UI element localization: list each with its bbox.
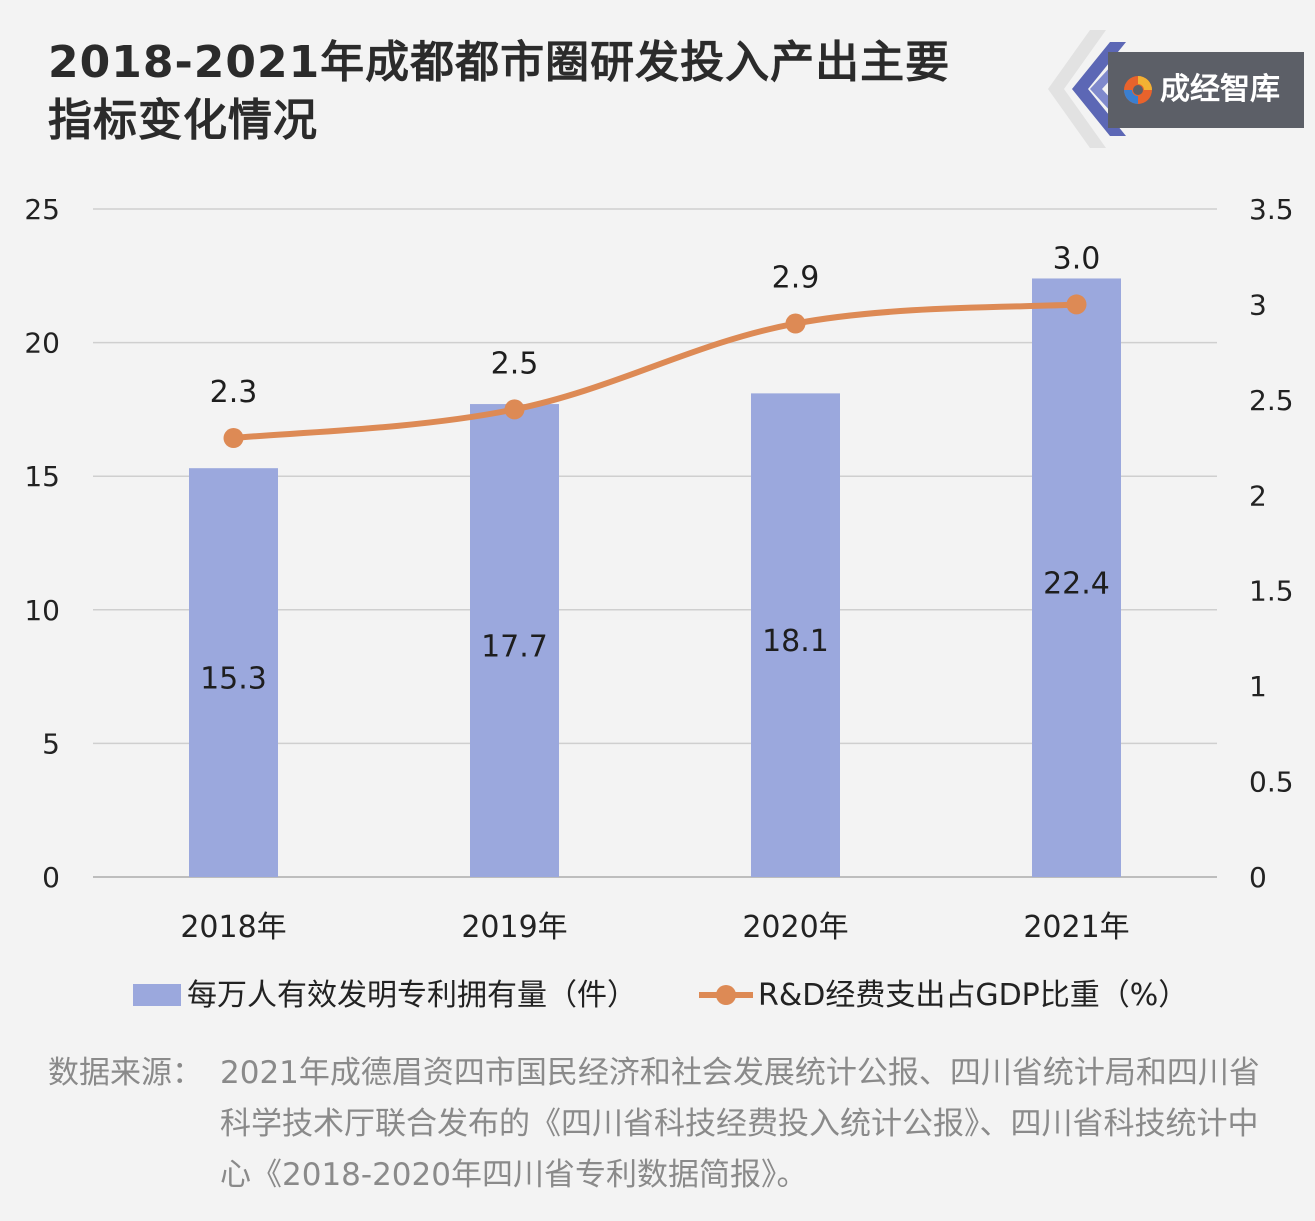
chart: 0 5 10 15 20 25 0 0.5 1 1.5 2 2.5 3 3.5 15.3 17.7 18.1… <box>24 193 1294 1013</box>
bar <box>751 393 840 877</box>
x-axis-tick-label: 2019年 <box>461 910 567 945</box>
left-axis-tick-label: 20 <box>24 327 60 360</box>
brand-box: 成经智库 <box>1108 52 1304 128</box>
title-line-2: 指标变化情况 <box>48 95 318 146</box>
title-line-1: 2018-2021年成都都市圈研发投入产出主要 <box>48 37 951 88</box>
bar-value-label: 15.3 <box>200 662 267 697</box>
bar <box>189 468 278 877</box>
right-axis-tick-label: 1 <box>1249 670 1267 703</box>
bar <box>470 404 559 877</box>
line-value-label: 2.9 <box>772 261 820 296</box>
brand-name: 成经智库 <box>1160 72 1280 107</box>
bar-value-label: 18.1 <box>762 624 829 659</box>
bar-value-label: 22.4 <box>1043 567 1110 602</box>
series-line <box>230 301 1080 442</box>
right-axis-tick-label: 3 <box>1249 288 1267 321</box>
bar-series: 15.3 17.7 18.1 22.4 <box>189 278 1121 877</box>
right-axis-tick-label: 0 <box>1249 861 1267 894</box>
right-axis-tick-label: 2 <box>1249 479 1267 512</box>
grid-lines <box>93 208 1217 878</box>
line-value-label: 2.5 <box>491 346 539 381</box>
bar-value-label: 17.7 <box>481 630 548 665</box>
x-axis-tick-label: 2018年 <box>180 910 286 945</box>
left-axis-tick-label: 0 <box>42 861 60 894</box>
brand-badge: 成经智库 <box>1040 30 1315 148</box>
legend-bar-label: 每万人有效发明专利拥有量（件） <box>187 978 637 1013</box>
legend-bar-swatch <box>133 984 181 1006</box>
page-title: 2018-2021年成都都市圈研发投入产出主要 指标变化情况 <box>48 34 950 150</box>
x-axis: 2018年 2019年 2020年 2021年 <box>180 910 1129 945</box>
line-point <box>1066 294 1087 315</box>
brand-swirl-icon <box>1124 76 1152 104</box>
line-value-label: 3.0 <box>1053 241 1101 276</box>
x-axis-tick-label: 2020年 <box>742 910 848 945</box>
right-axis-tick-label: 0.5 <box>1249 766 1294 799</box>
bar <box>1032 278 1121 877</box>
line-series: 2.3 2.5 2.9 3.0 <box>210 241 1101 449</box>
right-axis-tick-label: 1.5 <box>1249 575 1294 608</box>
left-axis-tick-label: 10 <box>24 594 60 627</box>
left-axis-tick-label: 5 <box>42 727 60 760</box>
line-point <box>223 428 244 449</box>
source-text: 2021年成德眉资四市国民经济和社会发展统计公报、四川省统计局和四川省科学技术厅… <box>220 1055 1260 1193</box>
left-axis-tick-label: 25 <box>24 193 60 226</box>
legend: 每万人有效发明专利拥有量（件） R&D经费支出占GDP比重（%） <box>133 978 1188 1013</box>
line-point <box>504 399 525 420</box>
right-axis-tick-label: 2.5 <box>1249 384 1294 417</box>
left-axis-tick-label: 15 <box>24 460 60 493</box>
line-point <box>785 313 806 334</box>
legend-line-marker <box>716 985 736 1005</box>
legend-line-label: R&D经费支出占GDP比重（%） <box>758 978 1188 1013</box>
left-axis: 0 5 10 15 20 25 <box>24 193 60 894</box>
line-value-label: 2.3 <box>210 375 258 410</box>
x-axis-tick-label: 2021年 <box>1023 910 1129 945</box>
right-axis-tick-label: 3.5 <box>1249 193 1294 226</box>
right-axis: 0 0.5 1 1.5 2 2.5 3 3.5 <box>1249 193 1294 894</box>
source-prefix: 数据来源： <box>48 1055 203 1091</box>
